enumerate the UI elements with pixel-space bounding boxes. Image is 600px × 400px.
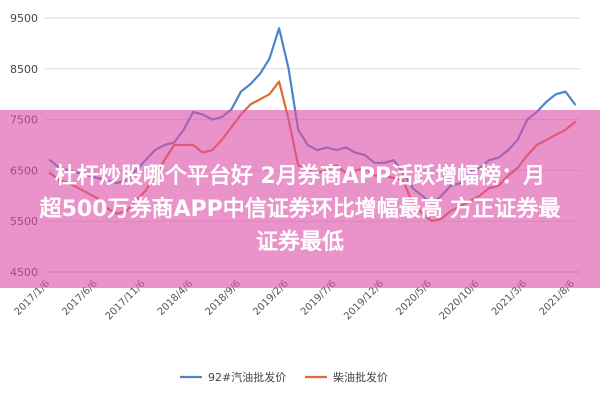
y-tick-label: 9500	[10, 12, 38, 25]
legend: 92#汽油批发价 柴油批发价	[180, 370, 388, 384]
legend-label: 92#汽油批发价	[208, 370, 286, 384]
y-tick-label: 8500	[10, 63, 38, 76]
banner-title-line: 杜杆炒股哪个平台好 2月券商APP活跃增幅榜：月	[54, 164, 546, 189]
banner-title-line: 超500万券商APP中信证券环比增幅最高 方正证券最	[39, 197, 561, 222]
legend-label: 柴油批发价	[333, 370, 388, 384]
overlay-banner	[0, 110, 600, 288]
banner-title[interactable]: 杜杆炒股哪个平台好 2月券商APP活跃增幅榜：月 超500万券商APP中信证券环…	[0, 160, 600, 259]
banner-title-line: 证券最低	[255, 230, 344, 255]
